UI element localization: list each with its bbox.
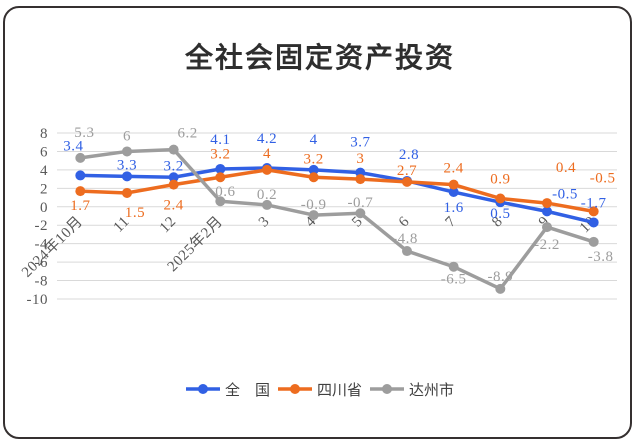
chart-title: 全社会固定资产投资 [184, 42, 455, 73]
series-line-national [78, 166, 596, 225]
data-label-sichuan: -0.5 [590, 170, 616, 186]
legend-label-sichuan: 四川省 [316, 382, 362, 399]
x-axis-tick-label: 7 [443, 214, 460, 231]
data-point-sichuan [75, 186, 86, 197]
data-point-sichuan [448, 179, 459, 190]
data-label-national: 3.3 [117, 157, 137, 173]
data-point-dazhou [402, 246, 412, 257]
y-axis-tick-label: 6 [40, 144, 48, 160]
data-label-national: 1.6 [444, 200, 464, 216]
legend-item-national: 全 国 [185, 379, 270, 400]
data-point-national [308, 164, 319, 175]
data-label-sichuan: 3.2 [210, 146, 230, 162]
data-label-national: 0.5 [490, 206, 510, 222]
data-label-dazhou: -4.8 [392, 231, 418, 247]
data-point-sichuan [168, 179, 179, 190]
data-label-national: 3.2 [164, 158, 184, 174]
data-point-dazhou [355, 208, 366, 219]
legend-label-dazhou: 达州市 [409, 382, 455, 399]
y-axis-tick-label: -6 [35, 255, 49, 271]
data-point-dazhou [588, 236, 599, 247]
data-point-sichuan [215, 172, 226, 183]
x-axis-tick-label: 3 [256, 214, 273, 231]
data-point-national [448, 187, 459, 198]
data-point-dazhou [542, 222, 552, 233]
data-point-dazhou [75, 152, 86, 163]
data-point-dazhou [215, 196, 226, 207]
data-point-national [215, 163, 226, 174]
data-point-sichuan [308, 172, 319, 183]
data-label-dazhou: 6.2 [178, 126, 198, 142]
x-axis-tick-label: 12 [157, 214, 180, 237]
data-label-national: 4.2 [257, 131, 277, 147]
legend-label-national: 全 国 [224, 382, 270, 399]
series-line-dazhou [78, 147, 596, 291]
data-point-dazhou [168, 144, 179, 155]
data-label-dazhou: -8.9 [487, 269, 513, 285]
data-point-dazhou [122, 146, 132, 157]
data-label-sichuan: 0.4 [556, 160, 576, 176]
y-axis-tick-label: -2 [35, 218, 49, 234]
y-axis-tick-label: 2 [40, 181, 48, 197]
y-axis-tick-label: -8 [35, 274, 49, 290]
y-axis-tick-label: 4 [40, 163, 48, 179]
legend-line-dot-icon [277, 384, 312, 394]
y-axis-tick-label: -10 [27, 292, 49, 308]
data-label-dazhou: 0.6 [215, 184, 235, 200]
data-label-dazhou: -0.7 [347, 195, 373, 211]
data-label-dazhou: -0.9 [301, 197, 327, 213]
data-point-sichuan [262, 164, 272, 175]
data-point-sichuan [122, 187, 132, 198]
data-point-national [75, 170, 86, 181]
data-point-sichuan [588, 206, 599, 217]
x-axis-tick-label: 6 [396, 214, 413, 231]
data-label-dazhou: 6 [123, 128, 131, 144]
data-label-sichuan: 3 [356, 151, 364, 167]
data-point-national [542, 206, 552, 217]
legend-line-dot-icon [370, 384, 404, 394]
data-point-national [588, 217, 599, 228]
data-label-national: 3.4 [63, 138, 83, 154]
data-point-sichuan [542, 198, 552, 209]
chart-frame [3, 6, 632, 439]
data-label-sichuan: 0.9 [490, 171, 510, 187]
data-point-national [168, 172, 179, 183]
data-label-sichuan: 3.2 [304, 151, 324, 167]
data-label-sichuan: 1.5 [125, 205, 145, 221]
data-point-dazhou [495, 283, 506, 294]
data-label-dazhou: 5.3 [74, 125, 94, 141]
data-label-sichuan: 1.7 [70, 198, 90, 214]
data-label-dazhou: 0.2 [257, 187, 277, 203]
y-axis-tick-label: 8 [40, 126, 48, 142]
data-point-sichuan [495, 193, 506, 204]
data-point-sichuan [402, 176, 412, 187]
data-label-national: 4 [310, 132, 318, 148]
data-point-sichuan [355, 174, 366, 185]
x-axis-tick-label: 2024年10月 [18, 213, 86, 281]
data-point-dazhou [308, 210, 319, 221]
data-label-national: 2.8 [399, 147, 419, 163]
data-label-national: -0.5 [552, 186, 578, 202]
chart-legend: 全 国 四川省 达州市 [0, 376, 640, 402]
legend-item-dazhou: 达州市 [370, 379, 454, 400]
data-point-dazhou [262, 199, 272, 210]
data-label-national: -1.7 [581, 195, 607, 211]
legend-line-dot-icon [185, 384, 220, 394]
data-label-sichuan: 4 [263, 146, 271, 162]
series-line-sichuan [78, 168, 596, 214]
data-label-dazhou: -6.5 [441, 272, 467, 288]
data-label-sichuan: 2.4 [164, 198, 184, 214]
data-point-national [122, 171, 132, 182]
y-axis-tick-label: -4 [35, 237, 49, 253]
data-label-national: 4.1 [210, 132, 230, 148]
data-label-dazhou: -2.2 [534, 237, 560, 253]
data-label-dazhou: -3.8 [588, 249, 614, 265]
data-label-national: 3.7 [350, 135, 370, 151]
data-label-sichuan: 2.7 [397, 163, 417, 179]
data-label-sichuan: 2.4 [444, 161, 464, 177]
data-point-dazhou [448, 261, 459, 272]
y-axis-tick-label: 0 [40, 200, 48, 216]
legend-item-sichuan: 四川省 [277, 379, 362, 400]
